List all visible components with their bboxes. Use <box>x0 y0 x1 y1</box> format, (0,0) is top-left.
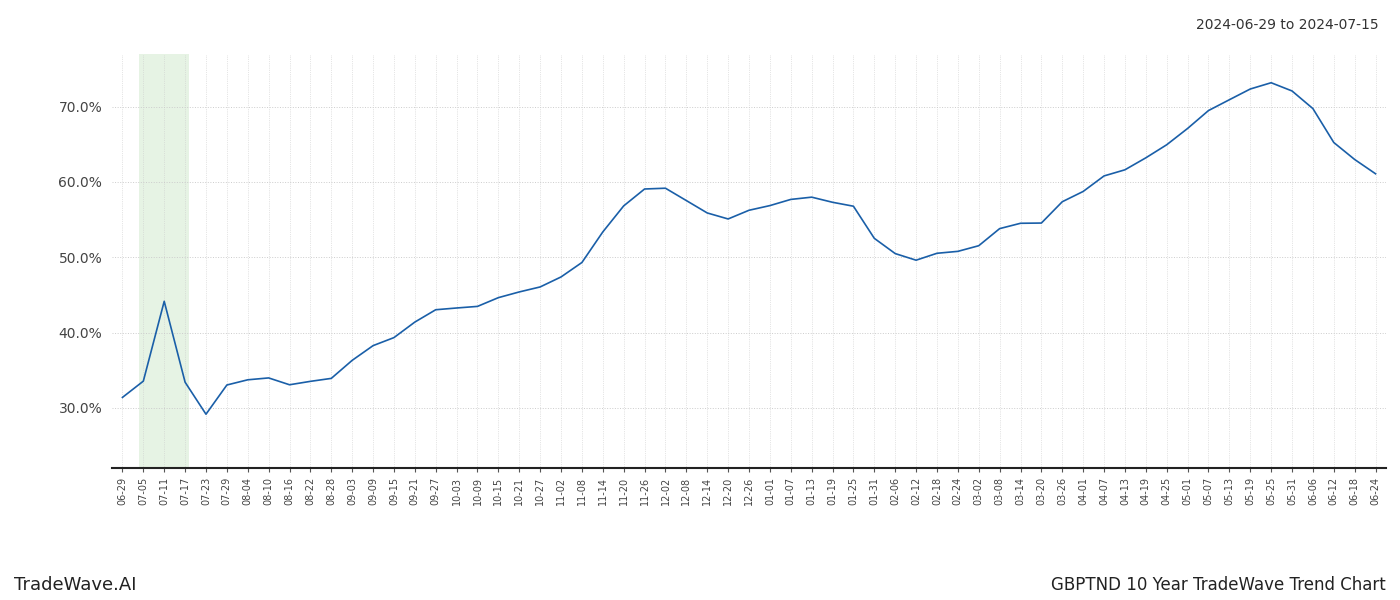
Text: GBPTND 10 Year TradeWave Trend Chart: GBPTND 10 Year TradeWave Trend Chart <box>1051 576 1386 594</box>
Bar <box>139 54 189 468</box>
Text: TradeWave.AI: TradeWave.AI <box>14 576 137 594</box>
Text: 2024-06-29 to 2024-07-15: 2024-06-29 to 2024-07-15 <box>1197 18 1379 32</box>
